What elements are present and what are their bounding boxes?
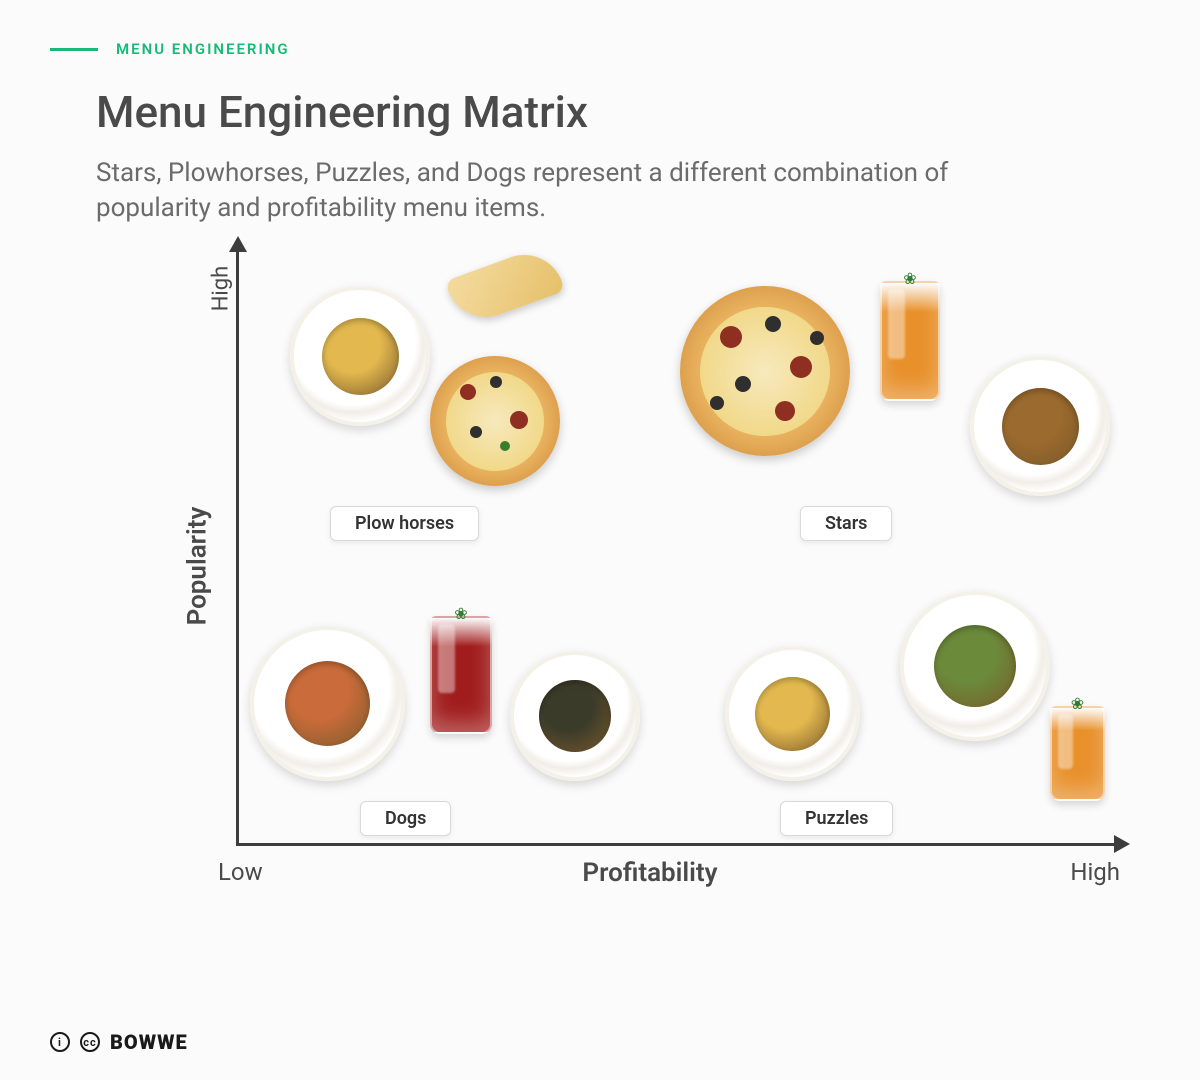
- y-axis-label: Popularity: [182, 507, 212, 626]
- food-puzzles-plate-1: [725, 646, 860, 781]
- food-plowhorse-pizza: [430, 356, 560, 486]
- x-axis: [236, 843, 1120, 846]
- quadrant-label-bottom_left: Dogs: [360, 801, 451, 836]
- page-title: Menu Engineering Matrix: [96, 86, 1150, 138]
- food-plowhorse-wrap: [450, 261, 560, 311]
- food-dogs-plate-1: [250, 626, 405, 781]
- x-axis-label: Profitability: [582, 858, 717, 888]
- cc-icon: cc: [80, 1032, 100, 1052]
- y-axis: [236, 246, 239, 846]
- eyebrow: MENU ENGINEERING: [50, 40, 1150, 58]
- y-axis-high: High: [208, 266, 233, 312]
- footer-brand: BOWWE: [110, 1030, 188, 1054]
- food-puzzles-drink: ❀: [1050, 706, 1105, 801]
- attribution-icon: i: [50, 1032, 70, 1052]
- y-axis-arrow-icon: [229, 236, 247, 252]
- quadrant-label-top_left: Plow horses: [330, 506, 479, 541]
- food-dogs-plate-2: [510, 651, 640, 781]
- matrix-chart: Popularity High Profitability Low High ❀…: [180, 246, 1120, 886]
- food-stars-plate: [970, 356, 1110, 496]
- eyebrow-line: [50, 48, 98, 51]
- food-stars-drink: ❀: [880, 281, 940, 401]
- x-axis-low: Low: [218, 858, 263, 886]
- x-axis-high: High: [1070, 858, 1120, 886]
- footer: i cc BOWWE: [50, 1030, 188, 1054]
- food-plowhorse-plate-1: [290, 286, 430, 426]
- food-stars-pizza: [680, 286, 850, 456]
- page-subtitle: Stars, Plowhorses, Puzzles, and Dogs rep…: [96, 156, 1056, 226]
- quadrant-label-top_right: Stars: [800, 506, 892, 541]
- food-puzzles-plate-2: [900, 591, 1050, 741]
- quadrant-label-bottom_right: Puzzles: [780, 801, 893, 836]
- eyebrow-label: MENU ENGINEERING: [116, 40, 290, 58]
- food-dogs-drink: ❀: [430, 616, 492, 734]
- x-axis-arrow-icon: [1114, 835, 1130, 853]
